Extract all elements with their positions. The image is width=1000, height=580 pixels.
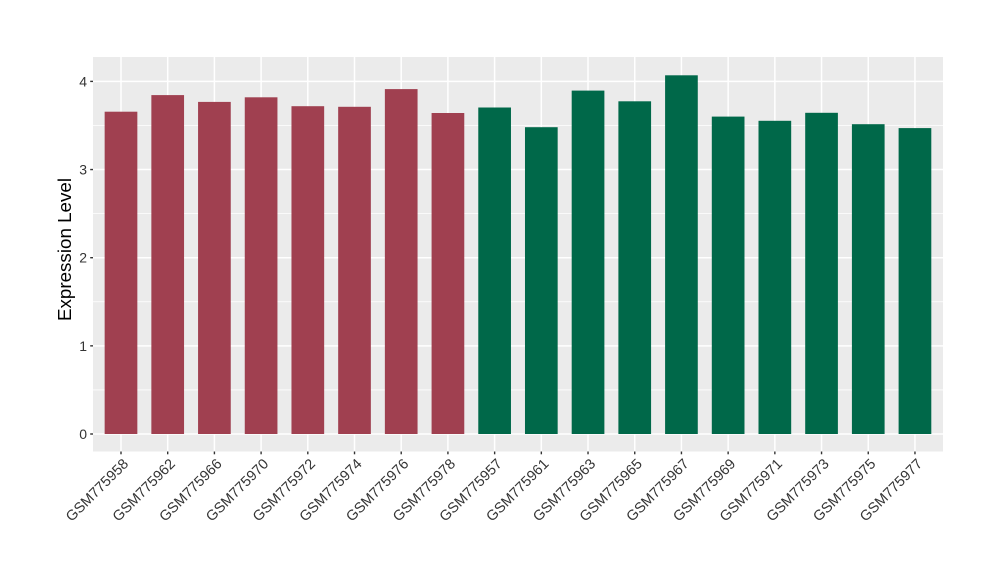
svg-text:0: 0 — [79, 426, 87, 442]
svg-text:Expression Level: Expression Level — [54, 178, 75, 321]
svg-text:2: 2 — [79, 250, 87, 266]
svg-text:4: 4 — [79, 73, 87, 89]
svg-text:3: 3 — [79, 162, 87, 178]
svg-text:1: 1 — [79, 338, 87, 354]
